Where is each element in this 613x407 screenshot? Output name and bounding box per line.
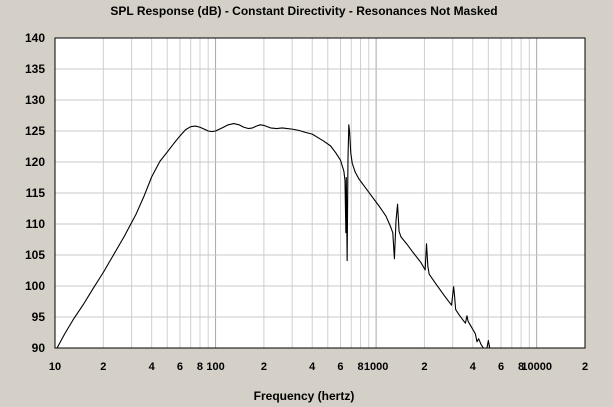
x-tick-label: 2	[582, 361, 588, 373]
y-tick-label: 125	[25, 124, 45, 138]
x-axis-label: Frequency (hertz)	[254, 389, 355, 403]
series-line	[486, 340, 491, 349]
plot-frame	[54, 37, 586, 349]
y-tick-label: 105	[25, 248, 45, 262]
x-tick-label: 8	[197, 361, 203, 373]
x-tick-label: 100	[206, 361, 224, 373]
y-tick-label: 135	[25, 62, 45, 76]
x-tick-label: 10000	[521, 361, 552, 373]
x-tick-label: 2	[421, 361, 427, 373]
series-line	[56, 123, 484, 349]
x-tick-label: 8	[357, 361, 363, 373]
y-tick-label: 100	[25, 279, 45, 293]
x-tick-label: 4	[470, 361, 477, 373]
x-tick-label: 4	[149, 361, 156, 373]
x-tick-label: 4	[309, 361, 316, 373]
y-tick-label: 95	[32, 310, 46, 324]
chart-title: SPL Response (dB) - Constant Directivity…	[110, 4, 497, 18]
y-tick-label: 90	[32, 341, 46, 355]
x-tick-label: 6	[498, 361, 504, 373]
series-group	[56, 123, 491, 349]
y-tick-label: 120	[25, 155, 45, 169]
x-tick-label: 10	[49, 361, 61, 373]
y-axis-ticks: 90 95 100 105 110 115 120 125 130 135 140	[25, 31, 45, 355]
x-tick-label: 1000	[364, 361, 388, 373]
x-tick-label: 2	[100, 361, 106, 373]
x-tick-label: 6	[337, 361, 343, 373]
y-tick-label: 140	[25, 31, 45, 45]
x-tick-label: 8	[518, 361, 524, 373]
x-tick-label: 6	[177, 361, 183, 373]
y-tick-label: 130	[25, 93, 45, 107]
x-tick-label: 2	[261, 361, 267, 373]
y-tick-label: 115	[26, 186, 46, 200]
y-tick-label: 110	[26, 217, 46, 231]
